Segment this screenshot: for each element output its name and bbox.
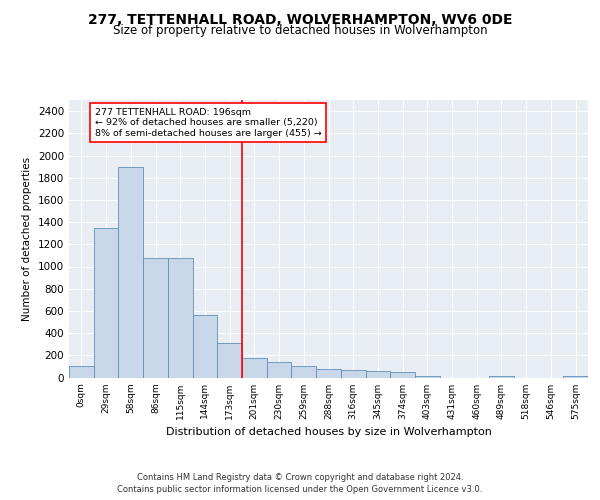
Bar — [118, 166, 143, 378]
Bar — [267, 362, 292, 378]
Bar — [341, 370, 365, 378]
Bar — [292, 366, 316, 378]
Y-axis label: Number of detached properties: Number of detached properties — [22, 156, 32, 321]
Bar — [217, 343, 242, 378]
Bar — [69, 366, 94, 378]
Bar — [193, 316, 217, 378]
Bar — [242, 358, 267, 378]
Bar — [563, 376, 588, 378]
Text: Contains HM Land Registry data © Crown copyright and database right 2024.
Contai: Contains HM Land Registry data © Crown c… — [118, 472, 482, 494]
Bar — [316, 368, 341, 378]
Text: 277, TETTENHALL ROAD, WOLVERHAMPTON, WV6 0DE: 277, TETTENHALL ROAD, WOLVERHAMPTON, WV6… — [88, 12, 512, 26]
X-axis label: Distribution of detached houses by size in Wolverhampton: Distribution of detached houses by size … — [166, 427, 491, 437]
Text: 277 TETTENHALL ROAD: 196sqm
← 92% of detached houses are smaller (5,220)
8% of s: 277 TETTENHALL ROAD: 196sqm ← 92% of det… — [95, 108, 322, 138]
Bar — [143, 258, 168, 378]
Bar — [489, 376, 514, 378]
Bar — [94, 228, 118, 378]
Bar — [365, 371, 390, 378]
Text: Size of property relative to detached houses in Wolverhampton: Size of property relative to detached ho… — [113, 24, 487, 37]
Bar — [415, 376, 440, 378]
Bar — [168, 258, 193, 378]
Bar — [390, 372, 415, 378]
